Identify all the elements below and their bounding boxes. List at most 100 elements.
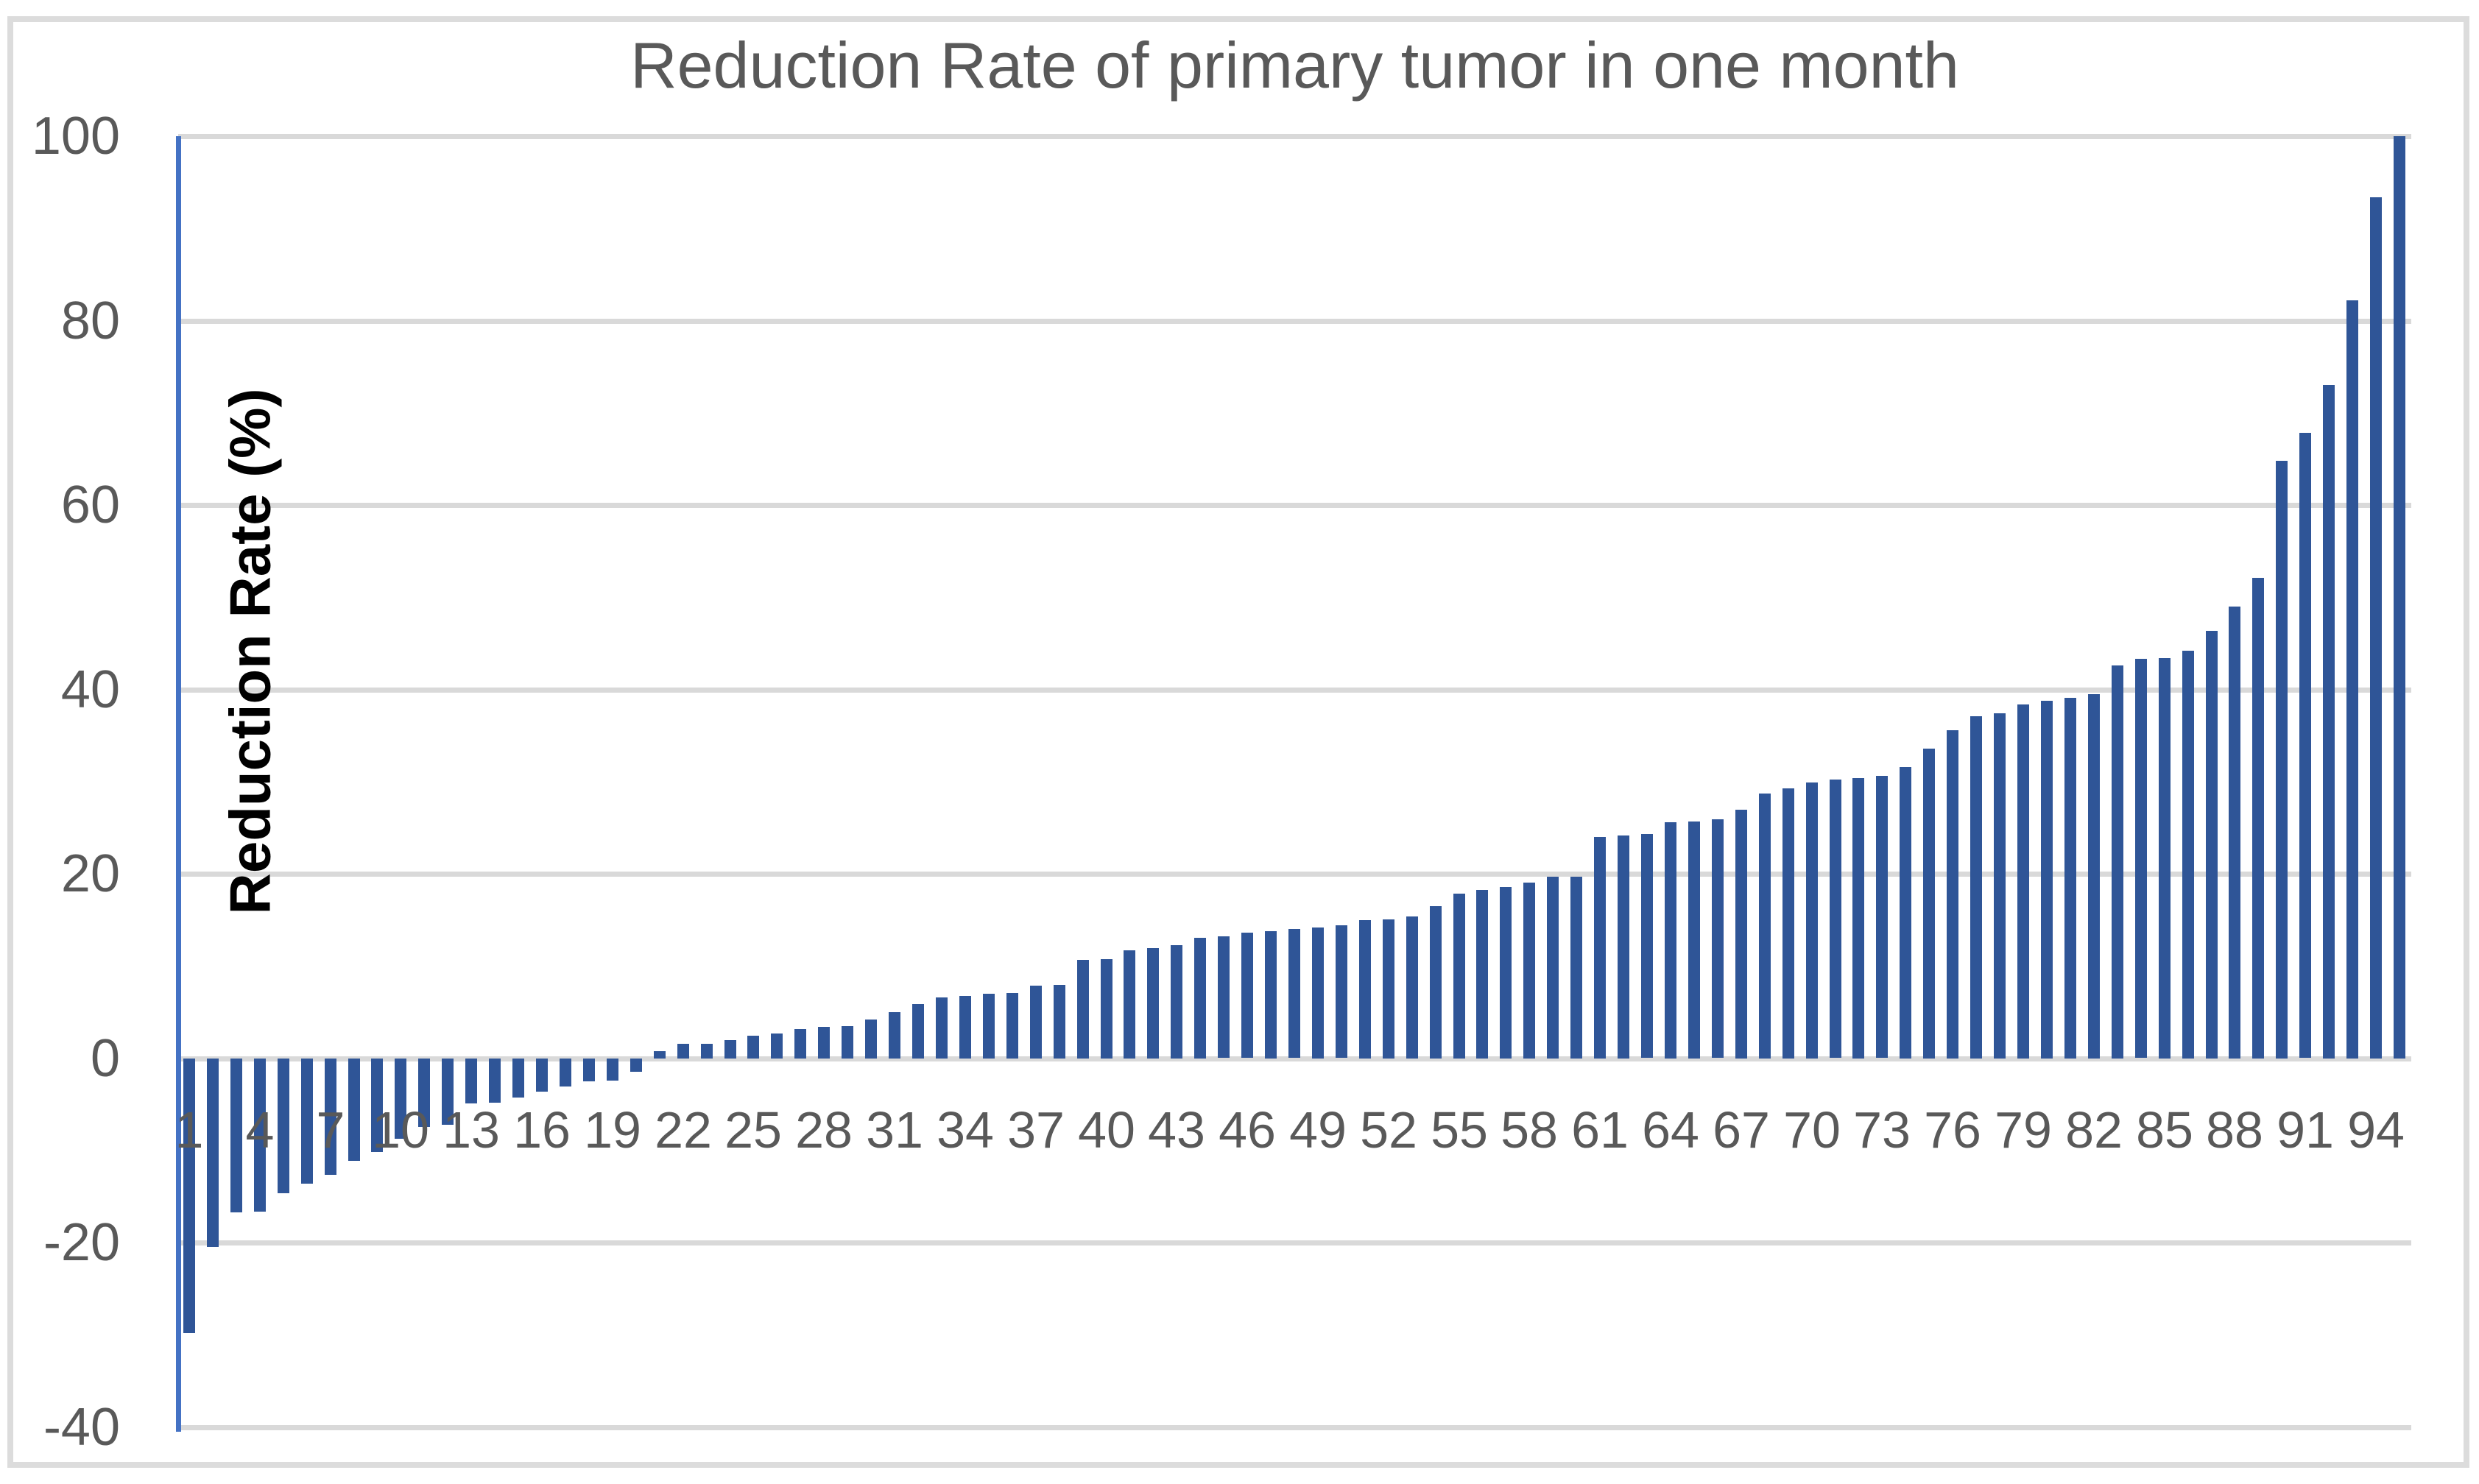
bar <box>630 1059 642 1072</box>
bar <box>1265 931 1277 1059</box>
bar <box>1054 985 1065 1059</box>
y-tick-label: 40 <box>60 660 120 719</box>
bar <box>1030 986 1042 1059</box>
x-tick-label: 70 <box>1783 1101 1841 1159</box>
bar <box>183 1059 195 1333</box>
y-tick-label: -20 <box>43 1213 120 1272</box>
bar <box>230 1059 242 1212</box>
bar <box>1665 822 1676 1059</box>
bar <box>2159 658 2171 1059</box>
bar <box>2394 136 2405 1059</box>
bar <box>371 1059 383 1152</box>
bar <box>747 1036 759 1059</box>
bar <box>1641 834 1653 1058</box>
bar <box>395 1059 406 1139</box>
x-tick-label: 85 <box>2136 1101 2193 1159</box>
plot-area <box>178 136 2411 1427</box>
bar <box>1383 919 1394 1059</box>
bar <box>1712 819 1724 1058</box>
x-tick-label: 61 <box>1571 1101 1629 1159</box>
bar <box>1570 877 1582 1059</box>
x-tick-label: 13 <box>442 1101 500 1159</box>
bar <box>607 1059 618 1081</box>
bar <box>2088 694 2100 1059</box>
y-tick-label: -40 <box>43 1398 120 1457</box>
bar <box>865 1020 877 1059</box>
gridline <box>178 503 2411 508</box>
x-tick-label: 58 <box>1501 1101 1558 1159</box>
bar <box>889 1012 900 1059</box>
x-tick-label: 52 <box>1360 1101 1417 1159</box>
bar <box>983 994 995 1059</box>
bar <box>418 1059 430 1127</box>
x-tick-label: 64 <box>1642 1101 1699 1159</box>
bar <box>936 997 948 1059</box>
bar <box>2299 433 2311 1058</box>
bar <box>2064 698 2076 1059</box>
bar <box>1735 810 1747 1059</box>
x-tick-label: 7 <box>316 1101 345 1159</box>
bar <box>1171 945 1182 1059</box>
x-tick-label: 34 <box>937 1101 994 1159</box>
y-axis-line <box>176 136 181 1432</box>
bar <box>1547 877 1559 1059</box>
bar <box>1406 916 1418 1059</box>
bar <box>794 1029 806 1059</box>
bar <box>1830 780 1841 1058</box>
x-tick-label: 67 <box>1713 1101 1770 1159</box>
bar <box>2206 631 2218 1059</box>
bar <box>1336 925 1347 1058</box>
x-tick-label: 28 <box>795 1101 853 1159</box>
bar <box>1312 928 1324 1059</box>
bar <box>2229 607 2240 1059</box>
bar <box>2182 651 2194 1059</box>
bar <box>1688 822 1700 1059</box>
bar <box>465 1059 477 1103</box>
x-tick-label: 1 <box>174 1101 204 1159</box>
bar <box>1453 894 1465 1059</box>
bar <box>1430 906 1442 1059</box>
bar <box>1288 929 1300 1058</box>
x-tick-label: 91 <box>2277 1101 2334 1159</box>
x-tick-label: 40 <box>1078 1101 1135 1159</box>
gridline <box>178 1425 2411 1430</box>
bar <box>301 1059 313 1184</box>
bar <box>1852 778 1864 1059</box>
x-tick-label: 88 <box>2206 1101 2263 1159</box>
chart-border <box>7 16 2469 1468</box>
bar <box>512 1059 524 1098</box>
bar <box>1124 950 1135 1059</box>
bar <box>1241 933 1253 1058</box>
bar <box>1194 938 1206 1059</box>
bar <box>1947 730 1958 1059</box>
bar <box>818 1027 830 1059</box>
bar <box>912 1004 924 1059</box>
x-tick-label: 19 <box>584 1101 641 1159</box>
chart-title: Reduction Rate of primary tumor in one m… <box>630 29 1959 102</box>
bar <box>701 1044 713 1059</box>
bar <box>1782 788 1794 1059</box>
gridline <box>178 134 2411 139</box>
y-tick-label: 0 <box>90 1029 120 1088</box>
gridline <box>178 1056 2411 1061</box>
bar <box>207 1059 219 1247</box>
bar <box>1147 948 1159 1059</box>
bar <box>325 1059 336 1175</box>
y-tick-label: 80 <box>60 292 120 350</box>
bar <box>254 1059 266 1212</box>
bar <box>2276 461 2288 1059</box>
x-tick-label: 55 <box>1431 1101 1488 1159</box>
x-tick-label: 49 <box>1289 1101 1347 1159</box>
y-axis-title: Reduction Rate (%) <box>217 388 283 915</box>
x-tick-label: 4 <box>245 1101 275 1159</box>
bar <box>2041 701 2053 1059</box>
bar <box>1359 920 1371 1059</box>
x-tick-label: 79 <box>1995 1101 2052 1159</box>
bar <box>489 1059 501 1103</box>
bar <box>1970 716 1982 1059</box>
gridline <box>178 872 2411 877</box>
bar <box>2252 578 2264 1059</box>
x-tick-label: 46 <box>1219 1101 1276 1159</box>
bar <box>1006 993 1018 1059</box>
